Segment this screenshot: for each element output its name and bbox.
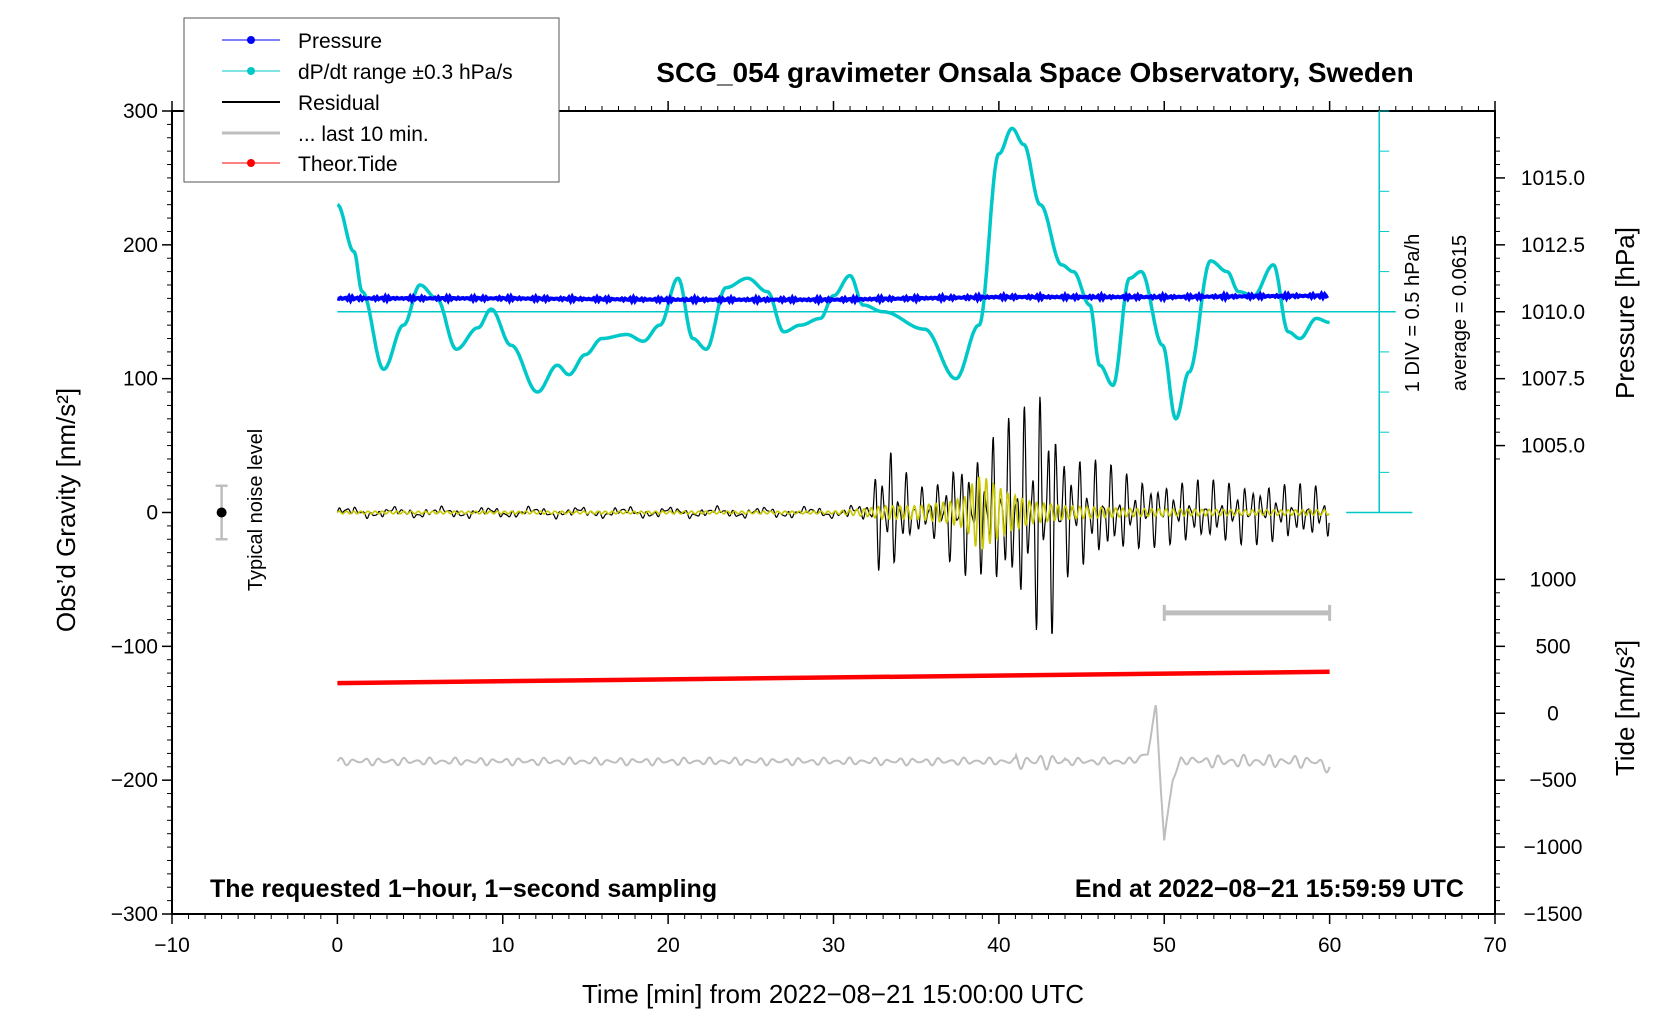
y-tick-label: 100: [123, 368, 158, 391]
x-axis-label: Time [min] from 2022−08−21 15:00:00 UTC: [582, 979, 1084, 1009]
x-tick-labels: −10 0 10 20 30 40 50 60 70: [154, 934, 1506, 957]
y-axis-label-pressure: Pressure [hPa]: [1610, 227, 1640, 399]
tide-tick-label: −500: [1529, 769, 1576, 792]
legend-item-residual: Residual: [222, 92, 380, 115]
legend-item-tide: Theor.Tide: [222, 153, 398, 176]
series-last10-line: [336, 705, 1331, 841]
legend-item-pressure: Pressure: [222, 30, 382, 53]
y-tick-label: 300: [123, 100, 158, 123]
tide-tick-label: 500: [1535, 635, 1570, 658]
legend-swatch-dot: [247, 159, 255, 167]
legend-item-last10: ... last 10 min.: [222, 123, 429, 146]
series-pressure-line: [336, 289, 1330, 307]
y-tick-label: −200: [111, 769, 158, 792]
pressure-tick-label: 1012.5: [1521, 234, 1585, 257]
series-residual-filtered-line: [336, 476, 1330, 550]
y-axis-label-tide: Tide [nm/s²]: [1610, 640, 1640, 776]
noise-level-dot: [216, 507, 227, 518]
y-tick-label: 200: [123, 234, 158, 257]
pressure-tick-label: 1015.0: [1521, 167, 1585, 190]
last10-window-marker: [1162, 604, 1332, 621]
pressure-tick-label: 1007.5: [1521, 368, 1585, 391]
x-tick-label: 10: [491, 934, 514, 957]
noise-level-label: Typical noise level: [245, 429, 267, 591]
legend-label: Residual: [298, 92, 380, 115]
x-tick-label: 40: [987, 934, 1010, 957]
tide-tick-label: −1000: [1524, 836, 1583, 859]
chart-title: SCG_054 gravimeter Onsala Space Observat…: [656, 57, 1413, 88]
y-tick-label: −100: [111, 635, 158, 658]
dpdt-average-label: average = 0.0615: [1449, 235, 1471, 391]
tide-tick-label: 1000: [1530, 568, 1577, 591]
legend-label: ... last 10 min.: [298, 123, 429, 146]
dpdt-scale-label: 1 DIV = 0.5 hPa/h: [1402, 234, 1424, 392]
pressure-tick-label: 1005.0: [1521, 435, 1585, 458]
y-tick-label: 0: [146, 502, 158, 525]
y-tick-label: −300: [111, 903, 158, 926]
legend-item-dpdt: dP/dt range ±0.3 hPa/s: [222, 61, 513, 84]
pressure-tick-labels: 1015.0 1012.5 1010.0 1007.5 1005.0: [1521, 167, 1585, 458]
x-tick-label: 0: [332, 934, 344, 957]
annotation-sampling: The requested 1−hour, 1−second sampling: [210, 875, 717, 903]
tide-tick-labels: 1000 500 0 −500 −1000 −1500: [1524, 568, 1583, 926]
tide-tick-label: −1500: [1524, 903, 1583, 926]
legend-swatch-dot: [247, 36, 255, 44]
y-tick-labels-left: 300 200 100 0 −100 −200 −300: [111, 100, 158, 926]
series-tide-line: [337, 669, 1330, 686]
legend-swatch-dot: [247, 67, 255, 75]
x-tick-label: 70: [1483, 934, 1506, 957]
legend-box: [183, 17, 560, 183]
legend-label: Pressure: [298, 30, 382, 53]
tide-tick-label: 0: [1547, 702, 1559, 725]
noise-level-marker: [215, 484, 228, 541]
series-group: [336, 126, 1396, 841]
y-axis-label-left: Obs’d Gravity [nm/s²]: [51, 388, 81, 632]
series-dpdt-line: [336, 126, 1331, 421]
x-tick-label: 30: [822, 934, 845, 957]
pressure-tick-label: 1010.0: [1521, 301, 1585, 324]
legend-label: Theor.Tide: [298, 153, 398, 176]
x-tick-label: 20: [656, 934, 679, 957]
legend-label: dP/dt range ±0.3 hPa/s: [298, 61, 513, 84]
legend: Pressure dP/dt range ±0.3 hPa/s Residual…: [183, 17, 560, 183]
x-tick-label: −10: [154, 934, 190, 957]
x-tick-label: 50: [1153, 934, 1176, 957]
x-tick-label: 60: [1318, 934, 1341, 957]
series-residual-line: [336, 396, 1330, 634]
annotation-end-time: End at 2022−08−21 15:59:59 UTC: [1075, 875, 1464, 903]
